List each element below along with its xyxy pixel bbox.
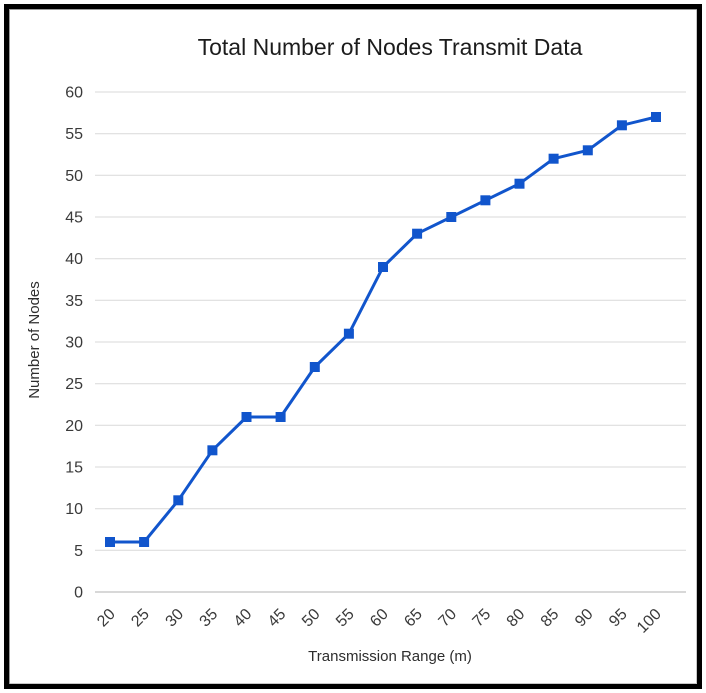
x-tick-label: 50 (299, 606, 324, 631)
data-point-marker (548, 153, 559, 164)
x-tick-label: 60 (367, 606, 392, 631)
x-tick-label: 40 (231, 606, 256, 631)
y-axis-title: Number of Nodes (26, 281, 43, 399)
chart-frame-inner: Total Number of Nodes Transmit Data 0 5 10… (4, 4, 702, 689)
data-point-marker (446, 212, 457, 222)
x-tick-label: 30 (163, 606, 188, 631)
data-point-marker (207, 445, 218, 456)
data-point-marker (105, 537, 115, 547)
y-tick-label: 15 (65, 460, 83, 477)
data-line (110, 115, 657, 544)
data-point-marker (582, 145, 593, 156)
x-tick-label: 70 (436, 606, 461, 631)
data-point-marker (139, 537, 150, 547)
data-point-marker (343, 328, 354, 339)
x-axis-title: Transmission Range (m) (308, 648, 472, 665)
plot-area: 0 5 10 15 20 25 30 35 40 45 50 55 60 20 25 30 35 40 45 50 55… (65, 85, 686, 637)
x-tick-label: 75 (470, 606, 495, 631)
y-tick-label: 35 (65, 293, 83, 310)
data-point-marker (651, 112, 661, 122)
y-tick-label: 45 (65, 210, 83, 227)
x-tick-label: 20 (94, 606, 119, 631)
data-point-marker (514, 178, 525, 189)
data-point-marker (173, 495, 184, 506)
x-tick-label: 65 (401, 606, 426, 631)
line-chart: Total Number of Nodes Transmit Data 0 5 10… (26, 34, 686, 665)
data-point-marker (480, 195, 491, 206)
data-point-marker (241, 412, 252, 422)
y-tick-label: 5 (74, 543, 83, 560)
x-tick-label: 45 (265, 606, 290, 631)
x-tick-label: 55 (333, 606, 358, 631)
x-tick-label: 95 (606, 606, 631, 631)
data-point-marker (616, 120, 627, 131)
y-tick-label: 25 (65, 376, 83, 393)
x-tick-label: 35 (197, 606, 222, 631)
y-tick-label: 20 (65, 418, 83, 435)
y-tick-label: 55 (65, 126, 83, 143)
x-tick-label: 90 (572, 606, 597, 631)
y-tick-label: 30 (65, 335, 83, 352)
data-point-marker (275, 412, 286, 422)
y-tick-label: 10 (65, 501, 83, 518)
data-point-marker (378, 262, 388, 272)
y-tick-label: 60 (65, 85, 83, 102)
data-point-marker (309, 362, 320, 372)
x-tick-label: 80 (504, 606, 529, 631)
chart-title: Total Number of Nodes Transmit Data (198, 34, 583, 60)
x-tick-label: 85 (538, 606, 563, 631)
y-tick-label: 0 (74, 585, 83, 602)
y-tick-label: 50 (65, 168, 83, 185)
x-tick-label: 100 (634, 606, 665, 637)
x-tick-label: 25 (128, 606, 153, 631)
data-point-marker (412, 228, 423, 239)
y-tick-label: 40 (65, 251, 83, 268)
